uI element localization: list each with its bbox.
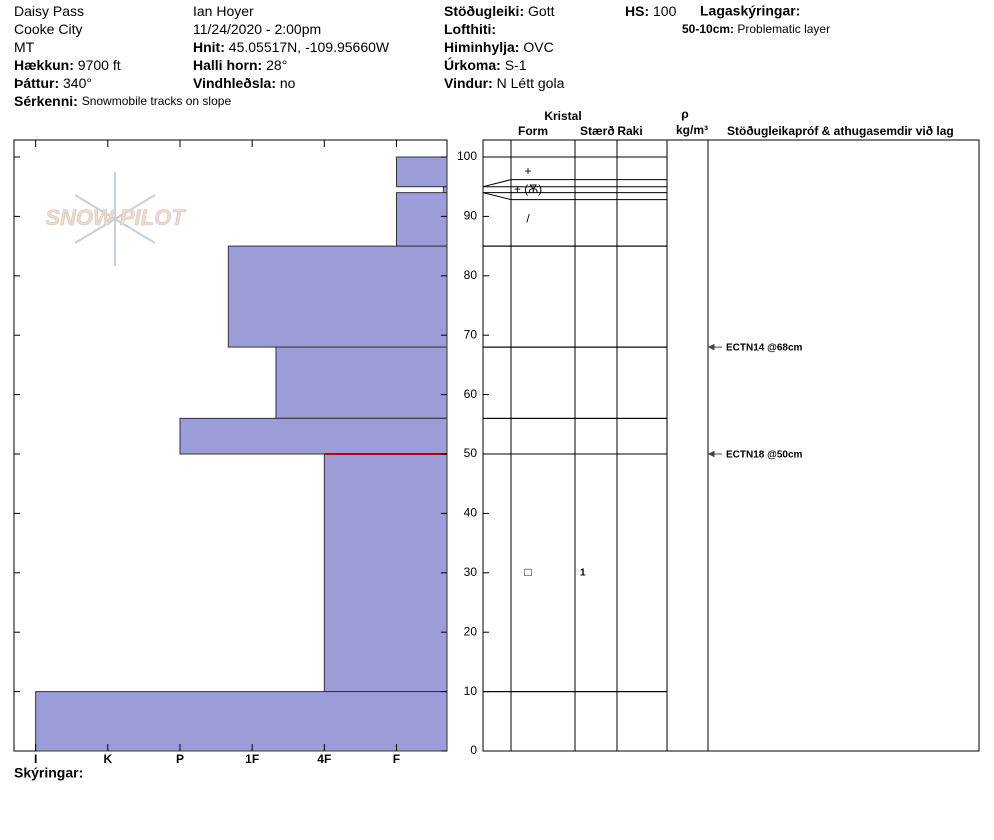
field-label: Hækkun: xyxy=(14,57,74,73)
test-arrow xyxy=(707,450,722,458)
field-value: 11/24/2020 - 2:00pm xyxy=(193,21,321,37)
field-label: Lofthiti: xyxy=(444,21,496,37)
hardness-bar xyxy=(179,417,448,455)
field-value: 28° xyxy=(266,57,287,73)
header-field: Daisy Pass xyxy=(14,3,84,19)
header-field: MT xyxy=(14,39,35,55)
col-header: Raki xyxy=(617,124,642,138)
header-field: 11/24/2020 - 2:00pm xyxy=(193,21,321,37)
test-label: ECTN14 @68cm xyxy=(726,343,803,354)
field-label: Sérkenni: xyxy=(14,93,78,109)
grain-size: 1 xyxy=(580,567,586,578)
field-value: OVC xyxy=(523,39,553,55)
field-label: Úrkoma: xyxy=(444,56,501,73)
x-tick-label: F xyxy=(393,752,400,766)
hardness-bar xyxy=(395,156,448,188)
col-header: Kristal xyxy=(544,109,581,123)
grain-form: + (Ѫ) xyxy=(514,182,542,196)
header-field: Hækkun: 9700 ft xyxy=(14,57,121,73)
hardness-bar xyxy=(35,691,448,752)
field-value: Daisy Pass xyxy=(14,3,84,19)
hardness-bar xyxy=(395,192,448,247)
header-field: Cooke City xyxy=(14,21,82,37)
y-tick-label: 40 xyxy=(464,506,478,520)
test-label: ECTN18 @50cm xyxy=(726,450,803,461)
field-label: Vindhleðsla: xyxy=(193,75,276,91)
x-tick-label: 1F xyxy=(245,752,259,766)
x-tick-label: K xyxy=(103,752,112,766)
field-value: Cooke City xyxy=(14,21,82,37)
field-value: Snowmobile tracks on slope xyxy=(82,94,232,108)
header-field: Vindhleðsla: no xyxy=(193,75,296,91)
grain-form: + xyxy=(524,164,531,178)
header-field: Stöðugleiki: Gott xyxy=(444,3,555,19)
y-tick-label: 100 xyxy=(457,149,477,163)
logo: SNOW PILOT xyxy=(45,172,187,266)
field-value: 9700 ft xyxy=(78,57,121,73)
field-value: MT xyxy=(14,39,35,55)
notes-label: Skýringar: xyxy=(14,765,83,781)
legend-item: 50-10cm: Problematic layer xyxy=(682,22,830,36)
layer-table-frame xyxy=(482,139,980,752)
layer-connector xyxy=(482,192,512,201)
header-field: Halli horn: 28° xyxy=(193,57,287,73)
logo-text: SNOW PILOT xyxy=(45,205,186,230)
col-header: ρ xyxy=(681,107,688,121)
field-label: Vindur: xyxy=(444,75,493,91)
col-header: Form xyxy=(518,124,548,138)
field-label: Halli horn: xyxy=(193,57,262,73)
col-header: kg/m³ xyxy=(676,123,708,137)
y-tick-label: 60 xyxy=(464,387,478,401)
hardness-bar xyxy=(227,245,448,348)
y-tick-label: 0 xyxy=(470,743,477,757)
y-tick-label: 50 xyxy=(464,446,478,460)
snowflake xyxy=(74,172,156,266)
header-field: Ian Hoyer xyxy=(193,3,254,19)
grain-form: □ xyxy=(524,565,531,579)
legend-value: Problematic layer xyxy=(737,22,830,36)
header-field: Lofthiti: xyxy=(444,21,496,37)
x-tick-label: P xyxy=(176,752,184,766)
y-tick-label: 20 xyxy=(464,624,478,638)
header-field: Hnit: 45.05517N, -109.95660W xyxy=(193,39,390,55)
x-tick-label: I xyxy=(34,752,37,766)
hardness-bar xyxy=(275,346,448,419)
field-label: Þáttur: xyxy=(14,75,59,91)
header-field: Himinhylja: OVC xyxy=(444,39,554,55)
y-tick-label: 80 xyxy=(464,268,478,282)
field-value: N Létt gola xyxy=(497,75,565,91)
header-field: Úrkoma: S-1 xyxy=(444,56,527,73)
field-value: no xyxy=(280,75,296,91)
header-field: Vindur: N Létt gola xyxy=(444,75,565,91)
test-arrow xyxy=(707,343,722,351)
field-label: Hnit: xyxy=(193,39,225,55)
grain-form: / xyxy=(526,212,530,226)
field-value: S-1 xyxy=(505,57,527,73)
header-field: Þáttur: 340° xyxy=(14,75,92,91)
y-tick-label: 90 xyxy=(464,209,478,223)
field-label: Stöðugleiki: xyxy=(444,3,524,19)
hardness-bar xyxy=(323,453,448,693)
field-value: 100 xyxy=(653,3,677,19)
field-value: 340° xyxy=(63,75,92,91)
y-tick-label: 10 xyxy=(464,684,478,698)
header-field: HS: 100 xyxy=(625,3,677,19)
header-field: Sérkenni: Snowmobile tracks on slope xyxy=(14,93,231,109)
legend-title: Lagaskýringar: xyxy=(700,3,800,19)
col-header: Stöðugleikapróf & athugasemdir við lag xyxy=(727,124,954,138)
col-header: Stærð xyxy=(580,124,615,138)
layer-connector xyxy=(482,179,512,188)
field-value: Gott xyxy=(528,3,555,19)
field-value: Ian Hoyer xyxy=(193,3,254,19)
field-label: Himinhylja: xyxy=(444,39,519,55)
y-tick-label: 70 xyxy=(464,327,478,341)
legend-label: 50-10cm: xyxy=(682,22,734,36)
y-tick-label: 30 xyxy=(464,565,478,579)
field-label: HS: xyxy=(625,3,649,19)
field-value: 45.05517N, -109.95660W xyxy=(229,39,390,55)
hardness-bar xyxy=(442,186,448,194)
x-tick-label: 4F xyxy=(317,752,331,766)
